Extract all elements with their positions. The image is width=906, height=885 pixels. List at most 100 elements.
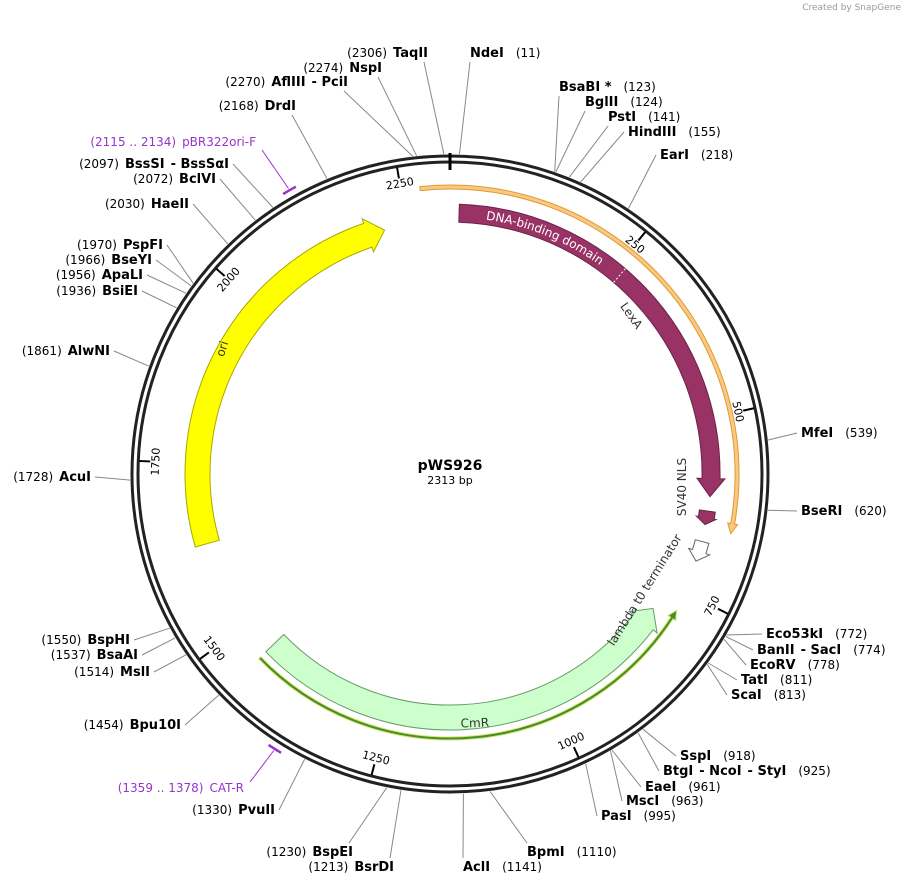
site-name: NspI bbox=[349, 61, 382, 76]
site-position: (995) bbox=[644, 809, 676, 823]
site-leader bbox=[278, 758, 306, 811]
site-name: BssSI bbox=[125, 157, 165, 172]
site-label: (2097) BssSI - BssSαI bbox=[79, 157, 229, 172]
site-label: BsaBI * (123) bbox=[559, 80, 656, 95]
site-leader bbox=[580, 131, 625, 183]
site-name: BspEI bbox=[312, 845, 353, 860]
site-label: (1330) PvuII bbox=[192, 803, 275, 818]
credit: Created by SnapGene bbox=[802, 3, 901, 13]
site-name: BclVI bbox=[179, 172, 216, 187]
site-leader bbox=[192, 203, 229, 245]
site-leader bbox=[489, 791, 528, 844]
ruler-tick bbox=[637, 231, 647, 242]
ruler-tick bbox=[573, 746, 580, 758]
site-name: MfeI bbox=[801, 426, 833, 441]
primer-range: (2115 .. 2134) bbox=[90, 135, 176, 149]
site-position: (1728) bbox=[13, 470, 53, 484]
site-leader bbox=[153, 654, 187, 673]
site-name: - StyI bbox=[748, 764, 787, 779]
site-label: (2030) HaeII bbox=[105, 197, 189, 212]
site-position: (2168) bbox=[219, 99, 259, 113]
site-leader bbox=[585, 763, 598, 817]
site-name: BpmI bbox=[527, 845, 565, 860]
primer-label: (2115 .. 2134) pBR322ori-F bbox=[90, 135, 256, 149]
plasmid-name: pWS926 bbox=[418, 458, 483, 474]
site-name: AflIII bbox=[271, 75, 305, 90]
site-name: - SacI bbox=[801, 643, 842, 658]
site-name: EarI bbox=[660, 148, 689, 163]
site-name: SspI bbox=[680, 749, 711, 764]
site-position: (1330) bbox=[192, 803, 232, 817]
site-position: (2306) bbox=[347, 46, 387, 60]
site-leader bbox=[348, 787, 388, 844]
site-name: MscI bbox=[626, 794, 659, 809]
site-label: Eco53kI (772) bbox=[766, 627, 867, 642]
site-name: BsaBI * bbox=[559, 80, 612, 95]
site-position: (124) bbox=[630, 95, 662, 109]
site-position: (218) bbox=[701, 148, 733, 162]
site-name: ApaLI bbox=[102, 268, 143, 283]
site-label: (2274) NspI bbox=[303, 61, 382, 76]
orf-arc-cmr bbox=[257, 609, 678, 741]
site-position: (813) bbox=[774, 688, 806, 702]
site-leader bbox=[232, 163, 274, 208]
site-name: - PciI bbox=[312, 75, 348, 90]
ruler-label: 1250 bbox=[361, 748, 391, 768]
site-name: NdeI bbox=[470, 46, 504, 61]
site-position: (141) bbox=[648, 110, 680, 124]
site-position: (1936) bbox=[56, 284, 96, 298]
site-label: SspI (918) bbox=[680, 749, 756, 764]
site-leader bbox=[706, 664, 728, 696]
site-leader bbox=[389, 790, 402, 859]
primer-label: (1359 .. 1378) CAT-R bbox=[118, 781, 244, 795]
ruler-tick bbox=[370, 764, 376, 776]
site-leader bbox=[726, 633, 763, 636]
site-name: DrdI bbox=[265, 99, 296, 114]
site-position: (155) bbox=[688, 125, 720, 139]
site-position: (1966) bbox=[65, 253, 105, 267]
site-leader bbox=[555, 110, 586, 173]
site-name: EaeI bbox=[645, 780, 676, 795]
site-position: (1514) bbox=[74, 665, 114, 679]
site-name: Bpu10I bbox=[130, 718, 181, 733]
site-leader bbox=[569, 125, 609, 178]
site-label: BanII - SacI (774) bbox=[757, 643, 886, 658]
feature-label: ori bbox=[213, 339, 231, 358]
site-name: TaqII bbox=[393, 46, 428, 61]
feature-divider bbox=[613, 268, 626, 283]
site-label: NdeI (11) bbox=[470, 46, 540, 61]
site-position: (1550) bbox=[41, 633, 81, 647]
site-position: (963) bbox=[671, 794, 703, 808]
site-name: PspFI bbox=[123, 238, 163, 253]
site-label: AclI (1141) bbox=[463, 860, 542, 875]
site-position: (1956) bbox=[56, 268, 96, 282]
ruler-label: 2250 bbox=[385, 175, 415, 193]
site-label: (1728) AcuI bbox=[13, 470, 91, 485]
site-label: (1936) BsiEI bbox=[56, 284, 138, 299]
primer-leader bbox=[249, 750, 275, 783]
site-position: (925) bbox=[798, 764, 830, 778]
site-name: HaeII bbox=[151, 197, 189, 212]
site-name: BsrDI bbox=[354, 860, 394, 875]
site-leader bbox=[459, 61, 471, 155]
site-leader bbox=[133, 627, 170, 641]
primer-leader bbox=[261, 149, 289, 189]
site-leader bbox=[141, 290, 177, 309]
site-name: BseRI bbox=[801, 504, 842, 519]
site-label: BseRI (620) bbox=[801, 504, 887, 519]
site-leader bbox=[723, 638, 747, 666]
site-leader bbox=[377, 76, 418, 157]
site-name: BanII bbox=[757, 643, 795, 658]
site-name: - NcoI bbox=[699, 764, 741, 779]
primer-name: pBR322ori-F bbox=[182, 135, 256, 149]
site-position: (2030) bbox=[105, 197, 145, 211]
site-leader bbox=[219, 178, 256, 221]
site-name: TatI bbox=[741, 673, 768, 688]
site-name: BseYI bbox=[111, 253, 152, 268]
primer-range: (1359 .. 1378) bbox=[118, 781, 204, 795]
site-label: (1861) AlwNI bbox=[22, 344, 110, 359]
site-leader bbox=[184, 694, 220, 726]
site-label: (1213) BsrDI bbox=[308, 860, 394, 875]
site-leader bbox=[94, 476, 131, 481]
site-leader bbox=[768, 432, 798, 441]
